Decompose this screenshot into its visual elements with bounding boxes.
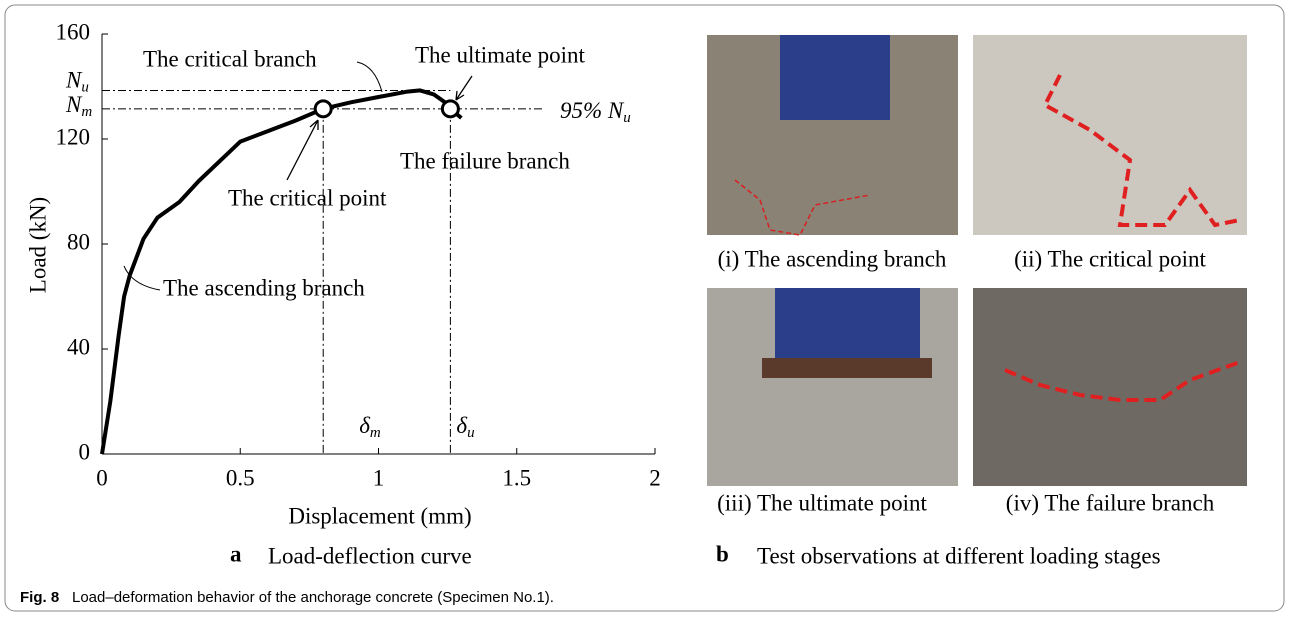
y-tick-label: 40: [67, 334, 90, 359]
reference-label-main: N: [65, 92, 83, 117]
panel-label: b: [716, 541, 729, 566]
load-curve: [100, 88, 463, 455]
leader-line: [123, 265, 161, 291]
x-tick-label: 2: [649, 465, 661, 490]
ratio-label-main: 95% N: [560, 98, 625, 123]
reference-label-sub: u: [81, 80, 89, 96]
reference-label-sub: u: [467, 425, 475, 441]
photo: [973, 288, 1247, 486]
leader-arrow: [455, 75, 473, 101]
photo-detail: [780, 35, 890, 120]
ratio-label: 95% Nu: [560, 98, 631, 126]
y-tick-label: 120: [56, 124, 91, 149]
photo-caption: (iii) The ultimate point: [717, 490, 927, 515]
leader-arrow: [286, 119, 319, 181]
figure-frame: [4, 4, 1285, 612]
figure-label: Fig. 8: [20, 589, 59, 606]
crack-line: [1004, 360, 1241, 402]
panel-caption: Test observations at different loading s…: [757, 543, 1161, 568]
figure-caption: Load–deformation behavior of the anchora…: [72, 589, 554, 606]
panel-caption: Load-deflection curve: [268, 543, 472, 568]
y-axis-label: Load (kN): [25, 197, 50, 293]
x-tick-label: 1.5: [502, 465, 531, 490]
photo-detail: [762, 358, 932, 378]
photo-caption: (iv) The failure branch: [1006, 490, 1215, 515]
reference-label-main: δ: [359, 413, 370, 438]
y-tick-label: 160: [56, 19, 91, 44]
annotation: The critical branch: [143, 46, 317, 71]
photo-caption: (i) The ascending branch: [718, 246, 947, 271]
key-point: [440, 99, 460, 119]
annotation: The ultimate point: [415, 42, 586, 67]
y-tick-label: 0: [79, 439, 91, 464]
reference-label-main: N: [65, 68, 83, 93]
key-point: [313, 99, 333, 119]
annotation: The critical point: [228, 185, 387, 210]
ratio-label-sub: u: [623, 110, 631, 126]
photo: [973, 35, 1247, 235]
leader-line: [356, 61, 383, 93]
reference-label: Nu: [65, 68, 89, 96]
x-tick-label: 0: [96, 465, 108, 490]
reference-label-sub: m: [370, 425, 381, 441]
x-tick-label: 1: [373, 465, 385, 490]
panel-label: a: [230, 541, 242, 566]
photo-caption: (ii) The critical point: [1014, 246, 1206, 271]
crack-line: [734, 179, 871, 236]
x-tick-label: 0.5: [226, 465, 255, 490]
annotation: The ascending branch: [163, 275, 365, 300]
reference-label-sub: m: [81, 104, 92, 120]
reference-label: δu: [456, 413, 474, 441]
y-tick-label: 80: [67, 229, 90, 254]
reference-label: δm: [359, 413, 381, 441]
reference-label-main: δ: [456, 413, 467, 438]
reference-label: Nm: [65, 92, 92, 120]
crack-line: [1042, 74, 1241, 228]
x-axis-label: Displacement (mm): [288, 503, 471, 528]
annotation: The failure branch: [400, 148, 570, 173]
photo-detail: [775, 288, 920, 358]
photos: [707, 35, 1247, 486]
